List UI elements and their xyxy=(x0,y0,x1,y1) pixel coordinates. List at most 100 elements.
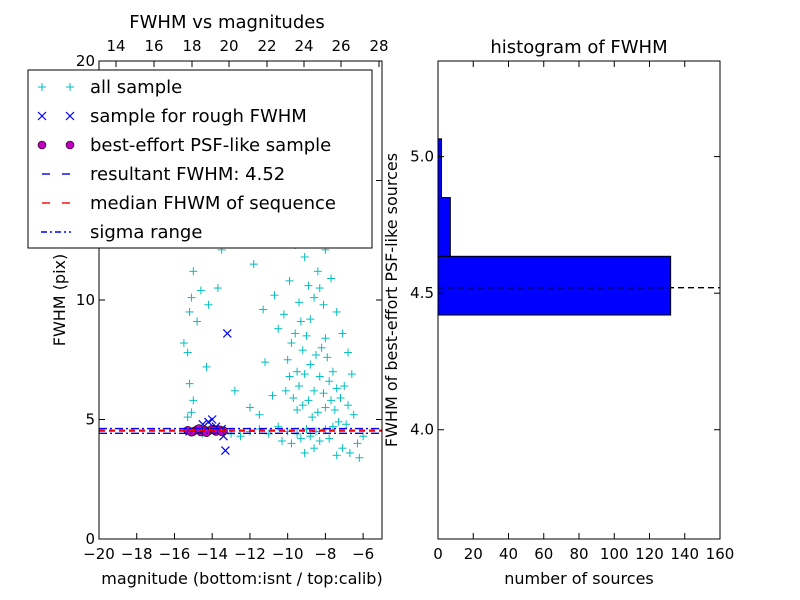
x-tick-label: −6 xyxy=(352,545,374,563)
x-tick-label: −16 xyxy=(159,545,191,563)
data-point xyxy=(300,448,309,457)
y-tick-label: 4.5 xyxy=(410,284,434,302)
data-point xyxy=(315,284,324,293)
top-tick-label: 26 xyxy=(331,37,350,55)
data-point xyxy=(327,396,336,405)
data-point xyxy=(285,276,294,285)
data-point xyxy=(259,305,268,314)
data-point xyxy=(302,331,311,340)
data-point xyxy=(340,382,349,391)
legend-item: sigma range xyxy=(41,222,202,243)
data-point xyxy=(310,293,319,302)
legend-marker xyxy=(65,140,75,150)
data-point xyxy=(300,370,309,379)
data-point xyxy=(325,377,334,386)
x-tick-label: 60 xyxy=(534,545,553,563)
y-tick-label: 5.0 xyxy=(410,148,434,166)
data-point xyxy=(315,372,324,381)
histogram-bars xyxy=(437,138,672,316)
y-tick-label: 4.0 xyxy=(410,421,434,439)
data-point xyxy=(293,405,302,414)
histogram-bar xyxy=(437,255,672,316)
data-point xyxy=(332,384,341,393)
x-tick-label: −12 xyxy=(234,545,266,563)
data-point xyxy=(187,427,196,437)
data-point xyxy=(332,307,341,316)
x-tick-label: 20 xyxy=(464,545,483,563)
data-point xyxy=(204,417,213,427)
data-point xyxy=(332,451,341,460)
data-point xyxy=(313,267,322,276)
data-point xyxy=(179,339,188,348)
data-point xyxy=(189,267,198,276)
top-tick-label: 28 xyxy=(369,37,388,55)
legend-item: resultant FWHM: 4.52 xyxy=(42,164,285,185)
legend-label: sigma range xyxy=(90,222,202,243)
data-point xyxy=(183,413,192,422)
scatter-x-axis-ticks: −20 −18 −16 −14 −12 −10 −8 −6 xyxy=(83,533,374,563)
data-point xyxy=(310,386,319,395)
data-point xyxy=(278,437,287,446)
x-tick-label: 140 xyxy=(670,545,699,563)
data-point xyxy=(338,444,347,453)
legend-marker xyxy=(37,140,47,150)
x-tick-label: −20 xyxy=(83,545,115,563)
scatter-title: FWHM vs magnitudes xyxy=(129,12,324,33)
x-tick-label: −14 xyxy=(196,545,228,563)
data-point xyxy=(300,252,309,261)
x-tick-label: 0 xyxy=(433,545,443,563)
top-tick-label: 18 xyxy=(182,37,201,55)
y-tick-label: 0 xyxy=(85,530,95,548)
data-point xyxy=(308,413,317,422)
data-point xyxy=(274,324,283,333)
data-point xyxy=(345,448,354,457)
data-point xyxy=(279,310,288,319)
data-point xyxy=(294,382,303,391)
data-point xyxy=(328,367,337,376)
scatter-y-axis-label: FWHM (pix) xyxy=(50,254,69,347)
legend-label: best-effort PSF-like sample xyxy=(90,135,331,156)
data-point xyxy=(296,434,305,443)
data-point xyxy=(317,343,326,352)
top-tick-label: 24 xyxy=(294,37,313,55)
legend-marker xyxy=(38,83,46,91)
legend-item: sample for rough FWHM xyxy=(37,106,307,127)
histogram-axes-frame xyxy=(437,60,721,540)
histogram-title: histogram of FWHM xyxy=(490,37,667,58)
data-point xyxy=(183,348,192,357)
data-point xyxy=(202,362,211,371)
data-point xyxy=(321,403,330,412)
data-point xyxy=(289,393,298,402)
legend-label: sample for rough FWHM xyxy=(90,106,307,127)
data-point xyxy=(294,298,303,307)
y-tick-label: 5 xyxy=(85,411,95,429)
data-point xyxy=(270,291,279,300)
data-point xyxy=(261,358,270,367)
data-point xyxy=(344,348,353,357)
histogram-x-axis-ticks: 0 20 40 60 80 100 120 140 160 xyxy=(433,61,734,563)
data-point xyxy=(283,355,292,364)
legend-item: all sample xyxy=(38,77,182,98)
top-tick-label: 14 xyxy=(106,37,125,55)
data-point xyxy=(249,260,258,269)
scatter-legend: all sample sample for rough FWHM best-effo… xyxy=(27,69,373,249)
x-tick-label: −10 xyxy=(272,545,304,563)
data-point xyxy=(293,367,302,376)
histogram-bar xyxy=(437,138,443,199)
data-point xyxy=(196,286,205,295)
data-point xyxy=(193,317,202,326)
legend-frame xyxy=(27,69,373,249)
top-tick-label: 20 xyxy=(219,37,238,55)
data-point xyxy=(342,420,351,429)
data-point xyxy=(236,432,245,441)
legend-label: all sample xyxy=(90,77,182,98)
data-point xyxy=(344,401,353,410)
data-point xyxy=(311,350,320,359)
legend-item: best-effort PSF-like sample xyxy=(37,135,331,156)
data-point xyxy=(353,439,362,448)
data-point xyxy=(313,408,322,417)
data-point xyxy=(274,422,283,431)
data-point xyxy=(355,453,364,462)
data-point xyxy=(185,307,194,316)
data-point xyxy=(319,389,328,398)
